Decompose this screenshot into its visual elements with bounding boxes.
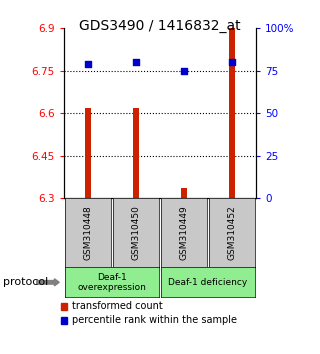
Point [85, 61, 91, 67]
Text: protocol: protocol [3, 277, 48, 287]
Point [181, 68, 187, 74]
Text: Deaf-1
overexpression: Deaf-1 overexpression [77, 273, 147, 292]
Text: GDS3490 / 1416832_at: GDS3490 / 1416832_at [79, 19, 241, 34]
Text: GSM310450: GSM310450 [132, 205, 140, 260]
Point [229, 59, 235, 65]
Bar [133, 108, 139, 198]
Text: GSM310448: GSM310448 [84, 205, 92, 260]
Bar [181, 188, 187, 198]
Text: GSM310449: GSM310449 [180, 205, 188, 260]
Text: GSM310452: GSM310452 [228, 205, 236, 260]
Point [133, 59, 139, 65]
Text: Deaf-1 deficiency: Deaf-1 deficiency [168, 278, 248, 287]
Text: transformed count: transformed count [72, 301, 163, 311]
Bar [229, 28, 235, 198]
Text: percentile rank within the sample: percentile rank within the sample [72, 315, 237, 325]
Bar [85, 108, 91, 198]
